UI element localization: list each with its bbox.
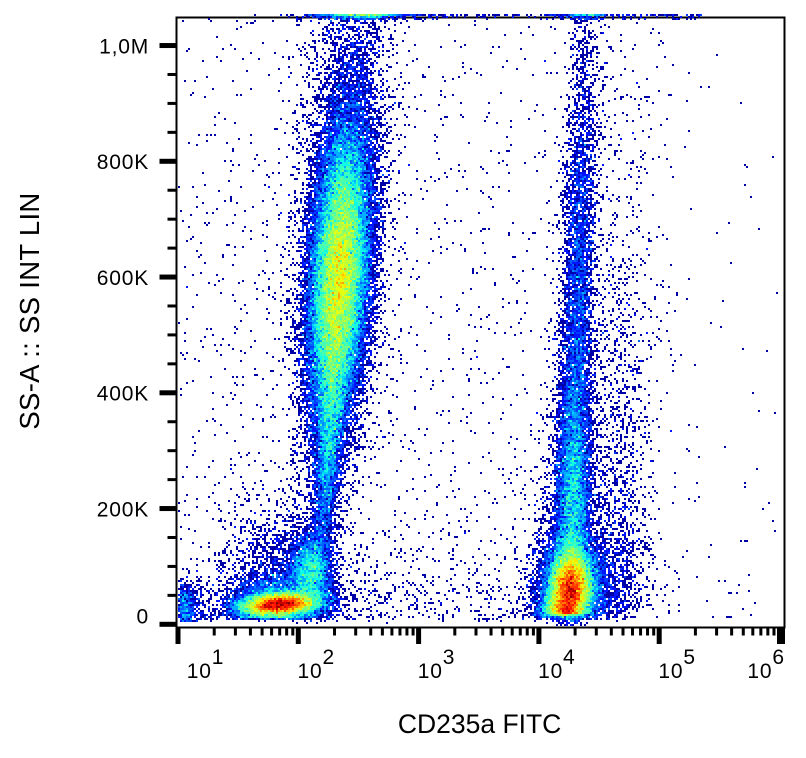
svg-text:10: 10 bbox=[418, 660, 443, 683]
svg-text:10: 10 bbox=[658, 660, 683, 683]
svg-text:10: 10 bbox=[538, 660, 563, 683]
svg-text:0: 0 bbox=[137, 606, 149, 629]
svg-text:400K: 400K bbox=[97, 383, 149, 406]
svg-text:10: 10 bbox=[747, 660, 772, 683]
svg-text:10: 10 bbox=[187, 660, 212, 683]
svg-text:2: 2 bbox=[322, 646, 334, 669]
svg-text:CD235a FITC: CD235a FITC bbox=[398, 709, 561, 739]
svg-text:SS-A :: SS INT LIN: SS-A :: SS INT LIN bbox=[14, 192, 45, 429]
svg-text:4: 4 bbox=[563, 646, 575, 669]
svg-text:1: 1 bbox=[212, 646, 224, 669]
svg-text:1,0M: 1,0M bbox=[99, 35, 149, 58]
svg-text:5: 5 bbox=[683, 646, 695, 669]
svg-text:600K: 600K bbox=[97, 267, 149, 290]
svg-text:800K: 800K bbox=[97, 151, 149, 174]
svg-text:3: 3 bbox=[443, 646, 455, 669]
svg-text:10: 10 bbox=[298, 660, 323, 683]
svg-text:6: 6 bbox=[772, 646, 784, 669]
svg-text:200K: 200K bbox=[97, 498, 149, 521]
